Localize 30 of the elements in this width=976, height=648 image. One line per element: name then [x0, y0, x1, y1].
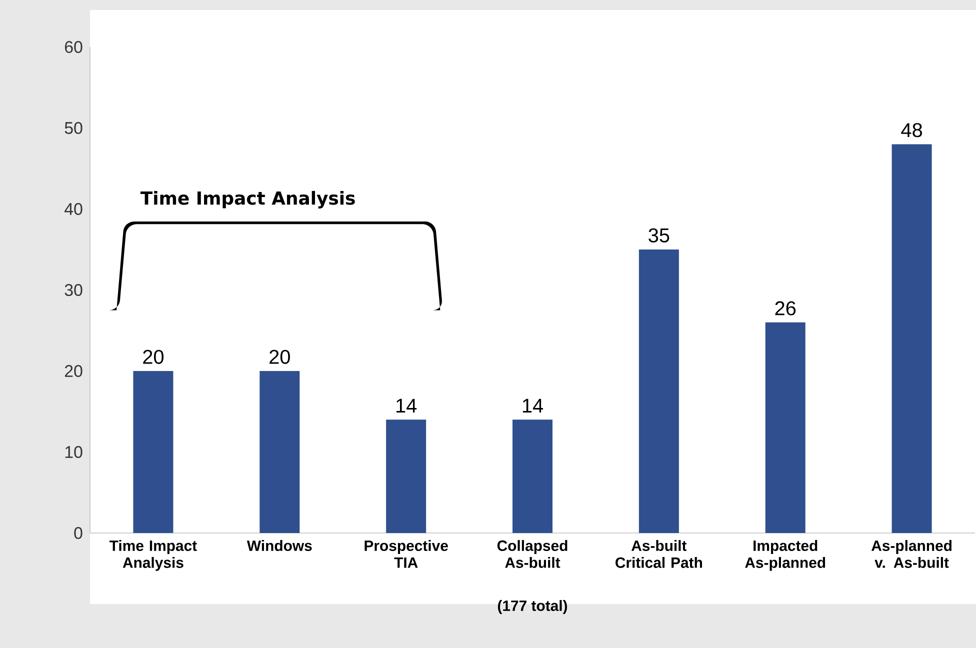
- bar: [133, 371, 174, 533]
- bar: [260, 371, 300, 533]
- bar: [386, 420, 426, 533]
- bar: [892, 144, 932, 533]
- y-tick-label: 10: [65, 446, 82, 458]
- bar: [765, 322, 806, 533]
- x-tick-label: As-built Critical Path: [616, 540, 702, 568]
- annotation: Time Impact Analysis: [140, 190, 355, 208]
- y-tick-label: 30: [64, 284, 82, 296]
- y-tick-label: 40: [64, 203, 82, 215]
- x-tick-label: Collapsed As-built: [497, 540, 568, 568]
- bar: [638, 250, 679, 533]
- x-tick-label: Windows: [246, 540, 312, 552]
- x-tick-label: Prospective TIA: [364, 540, 448, 568]
- data-label: 48: [901, 123, 922, 138]
- y-tick-label: 20: [64, 365, 82, 377]
- x-tick-label: Time Impact Analysis: [109, 540, 197, 571]
- data-label: 35: [648, 228, 670, 242]
- y-tick-label: 0: [74, 527, 82, 539]
- data-label: 26: [775, 301, 796, 316]
- y-tick-label: 60: [65, 41, 82, 53]
- x-tick-label: As-planned v. As-built: [871, 540, 952, 568]
- data-label: 20: [143, 350, 164, 364]
- x-tick-label: Impacted As-planned: [745, 540, 826, 571]
- data-label: 20: [270, 350, 290, 364]
- data-label: 14: [396, 398, 417, 413]
- y-tick-label: 50: [64, 122, 82, 134]
- data-label: 14: [522, 398, 543, 413]
- text: (177 total): [498, 600, 568, 614]
- bar: [512, 420, 552, 533]
